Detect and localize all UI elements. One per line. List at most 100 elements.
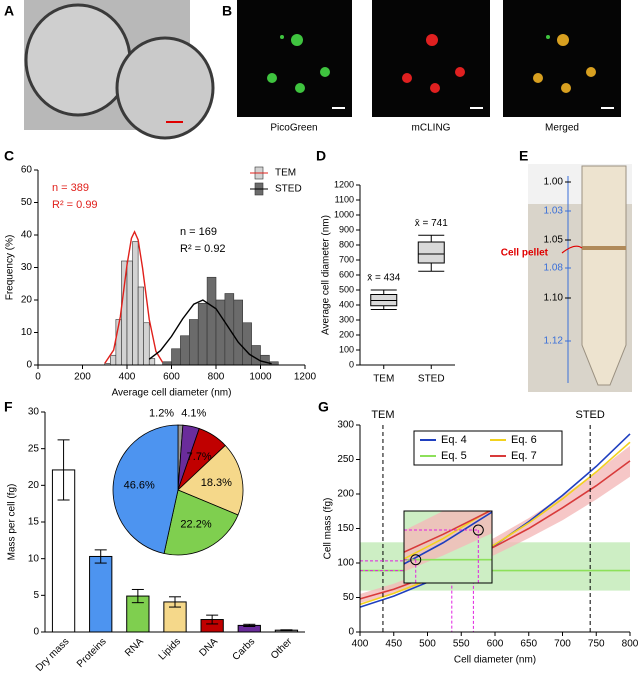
box bbox=[417, 241, 445, 264]
density-label: 1.10 bbox=[544, 293, 564, 304]
density-label: 1.00 bbox=[544, 177, 564, 188]
panel-letter: D bbox=[316, 148, 326, 164]
cell-spot bbox=[557, 34, 569, 46]
cell-spot bbox=[280, 35, 284, 39]
tube bbox=[581, 165, 627, 386]
y-tick-label: 60 bbox=[21, 165, 33, 176]
x-tick-label: Proteins bbox=[75, 636, 109, 670]
pie-chart: 1.2% 4.1% 7.7% 18.3% 22.2% 46.6% bbox=[112, 408, 244, 556]
y-tick-label: 10 bbox=[21, 327, 33, 338]
x-tick-label: 400 bbox=[119, 372, 136, 383]
legend-label: TEM bbox=[275, 168, 296, 179]
x-axis-label: Cell diameter (nm) bbox=[454, 655, 536, 666]
y-tick-label: 900 bbox=[339, 224, 354, 234]
y-tick-label: 40 bbox=[21, 230, 33, 241]
line-chart: G TEM STED Eq. 4 Eq. 5 Eq. 6 Eq. 7 0 50 100 150 200… bbox=[318, 399, 639, 666]
panel-letter: A bbox=[4, 3, 14, 19]
x-tick-label: 600 bbox=[163, 372, 180, 383]
box-chart: Dx̄ = 434 TEM x̄ = 741 STED 0 100 200 300 400 500… bbox=[316, 148, 455, 385]
y-tick-label: 30 bbox=[21, 262, 33, 273]
y-tick-label: 5 bbox=[33, 590, 39, 601]
y-tick-label: 500 bbox=[339, 284, 354, 294]
series-line bbox=[359, 460, 631, 600]
y-tick-label: 0 bbox=[33, 627, 39, 638]
x-tick-label: STED bbox=[418, 374, 445, 385]
histogram-bar bbox=[180, 335, 190, 366]
y-tick-label: 300 bbox=[337, 420, 354, 431]
legend-label: Eq. 5 bbox=[441, 450, 467, 462]
x-tick-label: 450 bbox=[385, 639, 402, 650]
x-tick-label: 700 bbox=[554, 639, 571, 650]
density-label: 1.08 bbox=[544, 263, 564, 274]
cell bbox=[24, 3, 132, 117]
cell-spot bbox=[320, 67, 330, 77]
y-tick-label: 0 bbox=[348, 627, 354, 638]
image-merged bbox=[503, 0, 621, 117]
zoom-inset bbox=[403, 510, 493, 584]
y-tick-label: 1000 bbox=[334, 209, 354, 219]
y-tick-label: 150 bbox=[337, 523, 354, 534]
cell-spot bbox=[267, 73, 277, 83]
cell-spot bbox=[561, 83, 571, 93]
legend-label: Eq. 4 bbox=[441, 434, 467, 446]
reference-label: STED bbox=[576, 409, 605, 421]
pie-label: 46.6% bbox=[124, 480, 155, 492]
pie-slice bbox=[112, 424, 179, 554]
histogram-bar bbox=[143, 322, 150, 366]
density-label: 1.03 bbox=[544, 206, 564, 217]
y-tick-label: 100 bbox=[337, 558, 354, 569]
x-tick-label: 500 bbox=[419, 639, 436, 650]
x-tick-label: 800 bbox=[622, 639, 639, 650]
y-tick-label: 1100 bbox=[335, 194, 354, 204]
x-tick-label: 0 bbox=[35, 372, 41, 383]
legend-box bbox=[413, 430, 563, 466]
bar bbox=[89, 555, 113, 633]
pie-label: 7.7% bbox=[187, 451, 212, 463]
fit-curve bbox=[104, 230, 164, 364]
y-tick-label: 25 bbox=[28, 443, 40, 454]
x-axis-label: Average cell diameter (nm) bbox=[112, 388, 232, 399]
cell-spot bbox=[295, 83, 305, 93]
y-tick-label: 20 bbox=[21, 295, 33, 306]
cell-spot bbox=[291, 34, 303, 46]
mean-label: x̄ = 741 bbox=[415, 218, 449, 229]
x-tick-label: DNA bbox=[197, 636, 220, 659]
image-caption: PicoGreen bbox=[270, 123, 317, 134]
y-tick-label: 250 bbox=[337, 454, 354, 465]
y-tick-label: 0 bbox=[26, 360, 32, 371]
histogram-bar bbox=[132, 241, 139, 366]
y-tick-label: 0 bbox=[349, 359, 354, 369]
y-tick-label: 1200 bbox=[334, 179, 354, 189]
y-tick-label: 300 bbox=[339, 314, 354, 324]
mean-label: x̄ = 434 bbox=[367, 273, 401, 284]
density-label: 1.05 bbox=[544, 235, 564, 246]
pellet-band bbox=[582, 246, 626, 250]
histogram-bar bbox=[148, 358, 156, 366]
y-axis-label: Frequency (%) bbox=[5, 235, 16, 301]
panel-letter: F bbox=[4, 399, 13, 415]
image-picogreen bbox=[237, 0, 352, 117]
legend-label: STED bbox=[275, 184, 302, 195]
histogram-bar bbox=[189, 319, 199, 366]
density-label: 1.12 bbox=[544, 336, 564, 347]
y-tick-label: 800 bbox=[339, 239, 354, 249]
x-tick-label: TEM bbox=[373, 374, 394, 385]
density-labels: 1.00 1.03 1.05 1.08 1.10 1.12 bbox=[544, 177, 571, 347]
image-caption: mCLING bbox=[412, 123, 451, 134]
y-tick-label: 10 bbox=[28, 553, 40, 564]
cell-spot bbox=[426, 34, 438, 46]
pie-label: 4.1% bbox=[181, 408, 206, 420]
cell-spot bbox=[533, 73, 543, 83]
panel-letter: G bbox=[318, 399, 329, 415]
fit-curve bbox=[148, 299, 272, 365]
x-tick-label: Carbs bbox=[231, 636, 258, 663]
cell-spot bbox=[586, 67, 596, 77]
pellet-arrow bbox=[561, 245, 583, 254]
x-tick-label: 600 bbox=[487, 639, 504, 650]
pellet-label: Cell pellet bbox=[501, 248, 549, 259]
y-tick-label: 200 bbox=[339, 329, 354, 339]
x-tick-label: 750 bbox=[588, 639, 605, 650]
x-tick-label: Other bbox=[269, 636, 295, 662]
